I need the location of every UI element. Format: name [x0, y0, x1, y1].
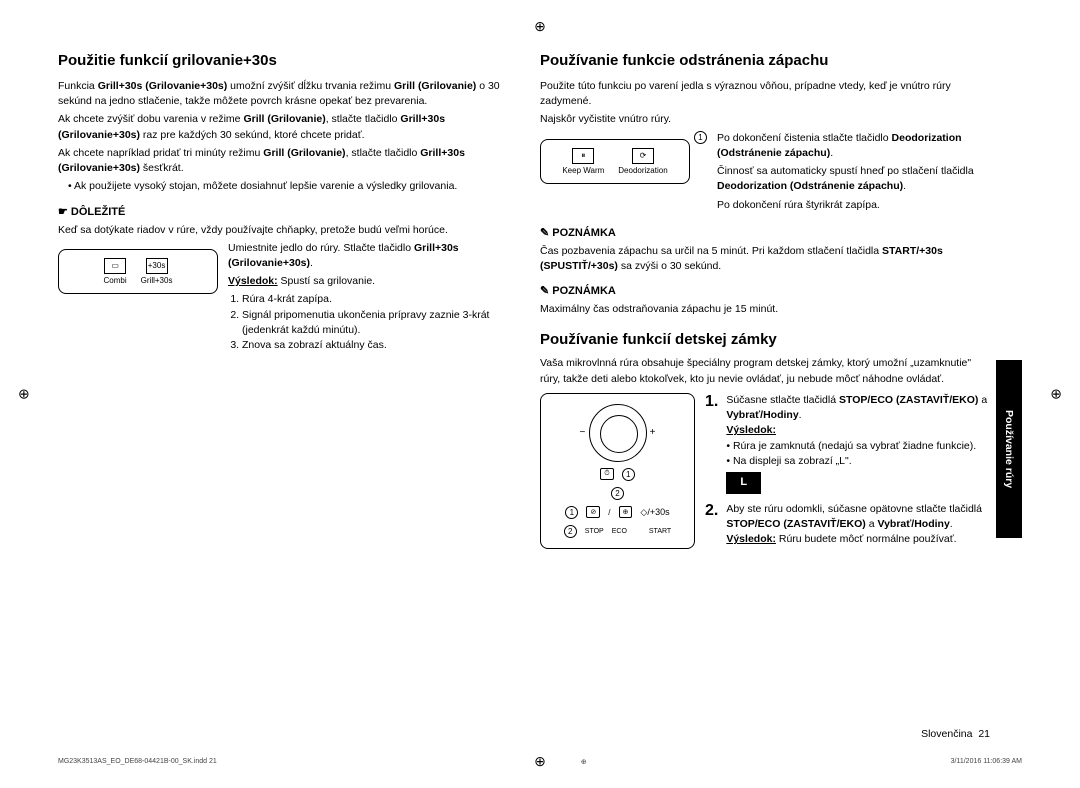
section-title-childlock: Používanie funkcií detskej zámky [540, 331, 994, 348]
note-text: Čas pozbavenia zápachu sa určil na 5 min… [540, 244, 994, 274]
deodor-panel-diagram: ⏸Keep Warm ⟳Deodorization [540, 139, 690, 184]
paragraph: Ak chcete zvýšiť dobu varenia v režime G… [58, 112, 512, 142]
paragraph: Ak chcete napríklad pridať tri minúty re… [58, 146, 512, 176]
list-item: Znova sa zobrazí aktuálny čas. [242, 338, 512, 353]
callout-1: 1 [694, 131, 707, 144]
important-heading: DÔLEŽITÉ [58, 205, 512, 218]
crop-mark: ⊕ [534, 18, 546, 35]
section-title-grill30s: Použitie funkcií grilovanie+30s [58, 52, 512, 69]
display-L: L [726, 472, 761, 494]
bullet: • Ak použijete vysoký stojan, môžete dos… [58, 179, 512, 194]
left-column: Použitie funkcií grilovanie+30s Funkcia … [58, 52, 512, 552]
paragraph: Najskôr vyčistite vnútro rúry. [540, 112, 994, 127]
list-item: Signál pripomenutia ukončenia prípravy z… [242, 308, 512, 338]
list-item: Rúra 4-krát zapípa. [242, 292, 512, 307]
note-heading: POZNÁMKA [540, 226, 994, 239]
section-title-deodor: Používanie funkcie odstránenia zápachu [540, 52, 994, 69]
right-column: Používanie funkcie odstránenia zápachu P… [540, 52, 1022, 552]
step-1: 1. Súčasne stlačte tlačidlá STOP/ECO (ZA… [705, 393, 994, 498]
paragraph: Činnosť sa automaticky spustí hneď po st… [717, 164, 994, 194]
crop-mark: ⊕ [18, 386, 30, 403]
paragraph: Použite túto funkciu po varení jedla s v… [540, 79, 994, 109]
step-intro: Umiestnite jedlo do rúry. Stlačte tlačid… [228, 241, 512, 271]
step-result: Výsledok: Spustí sa grilovanie. [228, 274, 512, 289]
step-2: 2. Aby ste rúru odomkli, súčasne opätovn… [705, 502, 994, 548]
paragraph: Vaša mikrovlnná rúra obsahuje špeciálny … [540, 356, 994, 386]
crop-mark: ⊕ [1050, 386, 1062, 403]
side-tab: Používanie rúry [996, 360, 1022, 538]
print-meta: MG23K3513AS_EO_DE68-04421B-00_SK.indd 21… [58, 758, 1022, 766]
steps-list: Rúra 4-krát zapípa. Signál pripomenutia … [228, 292, 512, 353]
warning-text: Keď sa dotýkate riadov v rúre, vždy použ… [58, 223, 512, 238]
paragraph: Funkcia Grill+30s (Grilovanie+30s) umožn… [58, 79, 512, 109]
paragraph: Po dokončení rúra štyrikrát zapípa. [717, 198, 994, 213]
page-footer: Slovenčina 21 [921, 728, 990, 740]
dial-panel-diagram: ⏱1 2 1 ⊘/⊕ ◇/+30s 2 STOPECO START [540, 393, 695, 549]
control-panel-diagram: ▭Combi +30sGrill+30s [58, 249, 218, 294]
paragraph: Po dokončení čistenia stlačte tlačidlo D… [717, 131, 994, 161]
note-heading: POZNÁMKA [540, 284, 994, 297]
note-text: Maximálny čas odstraňovania zápachu je 1… [540, 302, 994, 317]
